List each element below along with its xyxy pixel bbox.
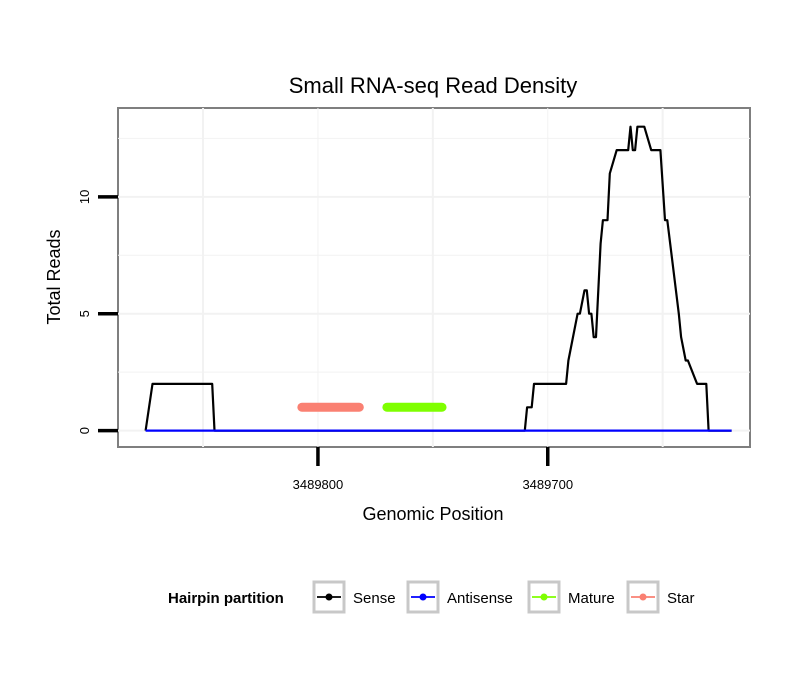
- legend-key-dot: [419, 593, 427, 601]
- legend-item-star: Star: [626, 580, 695, 614]
- x-tick-label: 3489700: [522, 477, 573, 492]
- legend-item-antisense: Antisense: [406, 580, 513, 614]
- chart-title: Small RNA-seq Read Density: [289, 73, 578, 98]
- y-axis-title: Total Reads: [44, 229, 64, 324]
- plot-panel: [117, 107, 751, 448]
- series-layer: [144, 125, 732, 432]
- legend-title: Hairpin partition: [168, 590, 284, 607]
- y-tick-label: 0: [77, 427, 92, 434]
- legend-label: Mature: [568, 590, 615, 607]
- legend-label: Sense: [353, 590, 396, 607]
- plot-border: [117, 107, 751, 448]
- y-tick-label: 10: [77, 190, 92, 204]
- legend: Hairpin partition Sense Antisense Mature St…: [168, 580, 695, 614]
- legend-key-dot: [325, 593, 333, 601]
- y-tick-label: 5: [77, 310, 92, 317]
- legend-item-sense: Sense: [312, 580, 396, 614]
- legend-label: Antisense: [447, 590, 513, 607]
- plot-background: [118, 108, 750, 447]
- legend-key-dot: [639, 593, 647, 601]
- axis-layer: 0 5 10 3489800 3489700: [77, 190, 573, 492]
- legend-item-mature: Mature: [527, 580, 615, 614]
- legend-label: Star: [667, 590, 695, 607]
- legend-key-dot: [540, 593, 548, 601]
- x-tick-label: 3489800: [293, 477, 344, 492]
- x-axis-title: Genomic Position: [362, 504, 503, 524]
